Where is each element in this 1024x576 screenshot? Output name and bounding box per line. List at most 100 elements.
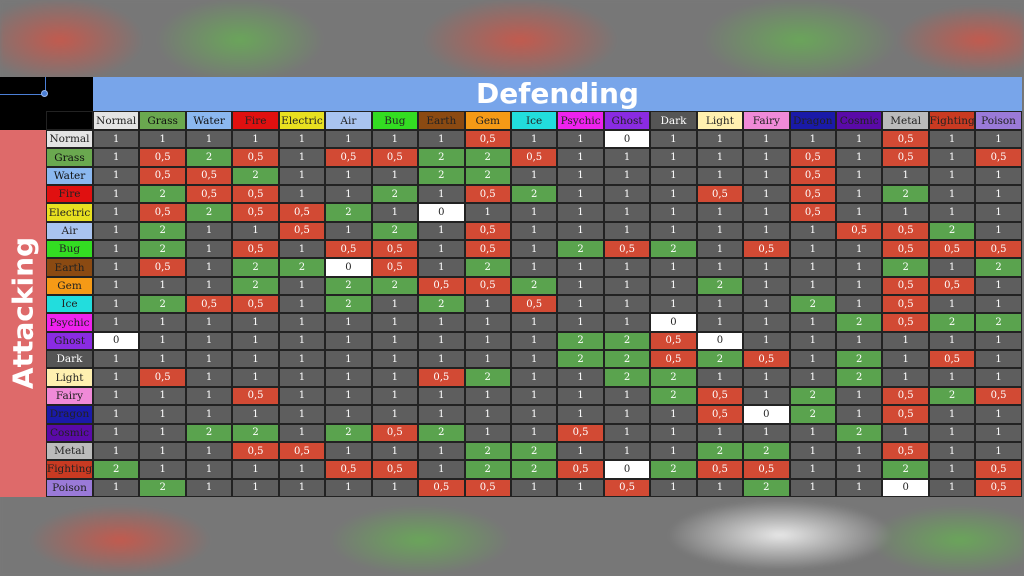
- effectiveness-cell: 0,5: [232, 441, 279, 461]
- effectiveness-cell: 0,5: [789, 148, 836, 167]
- effectiveness-cell: 1: [510, 386, 558, 406]
- attacking-header-fire: Fire: [46, 185, 93, 204]
- effectiveness-cell: 1: [789, 441, 836, 461]
- effectiveness-cell: 2: [93, 460, 140, 479]
- effectiveness-cell: 1: [185, 240, 233, 259]
- effectiveness-cell: 1: [325, 185, 372, 204]
- defending-header-bug: Bug: [371, 111, 419, 130]
- effectiveness-cell: 2: [139, 240, 186, 259]
- effectiveness-cell: 0,5: [232, 295, 279, 314]
- effectiveness-cell: 1: [975, 350, 1022, 369]
- effectiveness-cell: 2: [185, 423, 233, 442]
- effectiveness-cell: 1: [93, 405, 140, 424]
- effectiveness-cell: 0,5: [603, 478, 651, 497]
- attacking-header-ice: Ice: [46, 295, 93, 314]
- effectiveness-cell: 0,5: [371, 240, 419, 259]
- effectiveness-cell: 1: [185, 130, 233, 149]
- effectiveness-cell: 1: [928, 331, 976, 351]
- effectiveness-cell: 1: [418, 405, 465, 424]
- effectiveness-cell: 0,5: [696, 405, 744, 424]
- effectiveness-cell: 1: [836, 203, 883, 222]
- effectiveness-cell: 1: [975, 130, 1022, 149]
- effectiveness-cell: 1: [836, 460, 883, 479]
- effectiveness-cell: 1: [603, 221, 651, 241]
- effectiveness-cell: 2: [650, 386, 697, 406]
- effectiveness-cell: 1: [696, 368, 744, 387]
- effectiveness-cell: 1: [418, 185, 465, 204]
- effectiveness-cell: 1: [185, 276, 233, 296]
- effectiveness-cell: 1: [650, 423, 697, 442]
- effectiveness-cell: 0,5: [975, 478, 1022, 497]
- handle-dot-icon[interactable]: [41, 90, 48, 97]
- effectiveness-cell: 2: [185, 148, 233, 167]
- effectiveness-cell: 0,5: [232, 148, 279, 167]
- effectiveness-cell: 1: [975, 368, 1022, 387]
- effectiveness-cell: 1: [232, 221, 279, 241]
- effectiveness-cell: 0,5: [928, 350, 976, 369]
- effectiveness-cell: 0,5: [882, 276, 929, 296]
- effectiveness-cell: 1: [278, 166, 326, 186]
- defending-header-ghost: Ghost: [603, 111, 651, 130]
- effectiveness-cell: 1: [696, 166, 744, 186]
- defending-header-gem: Gem: [464, 111, 511, 130]
- effectiveness-cell: 0: [882, 478, 929, 497]
- effectiveness-cell: 2: [510, 276, 558, 296]
- attacking-header-psychic: Psychic: [46, 313, 93, 332]
- effectiveness-cell: 1: [743, 313, 790, 332]
- effectiveness-cell: 1: [93, 276, 140, 296]
- effectiveness-cell: 1: [371, 368, 419, 387]
- effectiveness-cell: 1: [510, 423, 558, 442]
- effectiveness-cell: 0,5: [882, 386, 929, 406]
- effectiveness-cell: 1: [603, 313, 651, 332]
- effectiveness-cell: 0,5: [185, 185, 233, 204]
- effectiveness-cell: 1: [371, 405, 419, 424]
- effectiveness-cell: 0,5: [650, 350, 697, 369]
- effectiveness-cell: 0,5: [325, 240, 372, 259]
- effectiveness-cell: 0,5: [232, 203, 279, 222]
- effectiveness-cell: 1: [464, 350, 511, 369]
- effectiveness-cell: 2: [650, 240, 697, 259]
- effectiveness-cell: 2: [464, 166, 511, 186]
- effectiveness-cell: 2: [928, 221, 976, 241]
- effectiveness-cell: 1: [278, 295, 326, 314]
- attacking-header-light: Light: [46, 368, 93, 387]
- effectiveness-cell: 1: [139, 331, 186, 351]
- effectiveness-cell: 2: [185, 203, 233, 222]
- attacking-header-air: Air: [46, 221, 93, 241]
- effectiveness-cell: 1: [975, 295, 1022, 314]
- effectiveness-cell: 1: [836, 478, 883, 497]
- effectiveness-cell: 1: [743, 386, 790, 406]
- effectiveness-cell: 1: [836, 258, 883, 277]
- effectiveness-cell: 0,5: [928, 240, 976, 259]
- defending-header-metal: Metal: [882, 111, 929, 130]
- attacking-header-normal: Normal: [46, 130, 93, 149]
- effectiveness-cell: 1: [882, 203, 929, 222]
- effectiveness-cell: 1: [93, 185, 140, 204]
- effectiveness-cell: 2: [650, 368, 697, 387]
- defending-header-air: Air: [325, 111, 372, 130]
- effectiveness-cell: 1: [696, 130, 744, 149]
- effectiveness-cell: 2: [418, 295, 465, 314]
- effectiveness-cell: 1: [278, 460, 326, 479]
- effectiveness-cell: 0: [603, 130, 651, 149]
- effectiveness-cell: 1: [371, 203, 419, 222]
- effectiveness-cell: 0,5: [464, 130, 511, 149]
- effectiveness-cell: 2: [882, 258, 929, 277]
- effectiveness-cell: 1: [696, 203, 744, 222]
- effectiveness-cell: 1: [603, 148, 651, 167]
- effectiveness-cell: 1: [743, 148, 790, 167]
- effectiveness-cell: 1: [464, 405, 511, 424]
- effectiveness-cell: 1: [139, 350, 186, 369]
- effectiveness-cell: 1: [139, 441, 186, 461]
- effectiveness-cell: 0,5: [232, 240, 279, 259]
- effectiveness-cell: 2: [510, 185, 558, 204]
- effectiveness-cell: 1: [371, 386, 419, 406]
- effectiveness-cell: 1: [603, 441, 651, 461]
- effectiveness-cell: 2: [975, 258, 1022, 277]
- effectiveness-cell: 1: [278, 130, 326, 149]
- effectiveness-cell: 1: [603, 276, 651, 296]
- effectiveness-cell: 1: [232, 350, 279, 369]
- effectiveness-cell: 1: [928, 130, 976, 149]
- effectiveness-cell: 0,5: [139, 203, 186, 222]
- effectiveness-cell: 2: [325, 203, 372, 222]
